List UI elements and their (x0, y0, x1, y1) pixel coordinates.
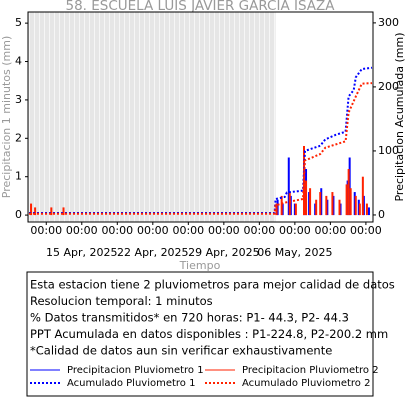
bar (276, 199, 279, 216)
bar (338, 199, 341, 216)
y-axis-label: Precipitacion 1 minutos (mm) (0, 36, 13, 198)
x-date-label: 22 Apr, 2025 (117, 246, 189, 259)
bar (357, 199, 360, 216)
bar (309, 188, 312, 216)
bar (308, 192, 311, 216)
info-lines: Esta estacion tiene 2 pluviometros para … (30, 278, 395, 358)
bar (280, 195, 283, 216)
cumulative-line (29, 66, 373, 214)
bar (287, 157, 290, 216)
bar (325, 195, 328, 216)
x-axis-label: Tiempo (179, 259, 221, 272)
y2-tick-label: 0 (378, 208, 385, 221)
legend-label: Acumulado Pluviometro 2 (242, 378, 370, 389)
x-tick-label: 00:00 (30, 224, 62, 237)
bar (288, 192, 291, 216)
chart-title: 58. ESCUELA LUIS JAVIER GARCIA ISAZA (65, 0, 335, 14)
info-frame (26, 271, 374, 397)
bar (361, 176, 364, 216)
info-line: % Datos transmitidos* en 720 horas: P1- … (30, 311, 349, 325)
info-line: PPT Acumulada en datos disponibles : P1-… (30, 327, 388, 341)
x-tick-label: 00:00 (279, 224, 311, 237)
cumulative-line (29, 82, 373, 215)
bar (362, 195, 365, 216)
bar (332, 195, 335, 216)
bar (331, 192, 334, 216)
y-tick-label: 0 (15, 208, 22, 221)
x-tick-label: 00:00 (244, 224, 276, 237)
x-tick-label: 00:00 (208, 224, 240, 237)
x-tick-label: 00:00 (101, 224, 133, 237)
x-tick-label: 00:00 (350, 224, 382, 237)
bar (34, 207, 37, 216)
legend-label: Acumulado Pluviometro 1 (67, 378, 195, 389)
bar (367, 207, 370, 216)
y-tick-label: 5 (15, 16, 22, 29)
y2-tick-label: 300 (378, 16, 399, 29)
no-data-region (28, 12, 276, 222)
y-tick-label: 2 (15, 131, 22, 144)
x-date-label: 29 Apr, 2025 (188, 246, 260, 259)
bar (345, 184, 348, 216)
y-tick-label: 3 (15, 93, 22, 106)
info-line: Resolucion temporal: 1 minutos (30, 294, 213, 308)
bar (62, 207, 65, 216)
x-tick-label: 00:00 (137, 224, 169, 237)
bar (294, 203, 297, 216)
bar (293, 203, 296, 216)
bar (30, 203, 33, 216)
bar (305, 180, 308, 216)
bar (320, 188, 323, 216)
info-box: Esta estacion tiene 2 pluviometros para … (26, 271, 395, 397)
y-tick-label: 4 (15, 55, 22, 68)
x-tick-label: 00:00 (66, 224, 98, 237)
bar (365, 203, 368, 216)
bar (349, 188, 352, 216)
bar (348, 157, 351, 216)
legend: Precipitacion Pluviometro 1 Precipitacion… (30, 365, 379, 389)
bar (354, 195, 357, 216)
bar (353, 192, 356, 216)
bar (347, 169, 350, 216)
x-date-label: 15 Apr, 2025 (46, 246, 118, 259)
info-line: Esta estacion tiene 2 pluviometros para … (30, 278, 395, 292)
bar (314, 203, 317, 216)
bar (50, 207, 53, 216)
bar (319, 192, 322, 216)
bar (275, 203, 278, 216)
bar (346, 180, 349, 216)
legend-label: Precipitacion Pluviometro 1 (67, 365, 204, 376)
y2-tick-label: 200 (378, 80, 399, 93)
x-tick-label: 00:00 (172, 224, 204, 237)
bar (281, 203, 284, 216)
bar (339, 203, 342, 216)
x-tick-label: 00:00 (315, 224, 347, 237)
y-tick-label: 1 (15, 170, 22, 183)
info-line: *Calidad de datos aun sin verificar exha… (30, 344, 332, 358)
legend-label: Precipitacion Pluviometro 2 (242, 365, 379, 376)
x-date-label: 06 May, 2025 (257, 246, 332, 259)
bar (289, 195, 292, 216)
y2-tick-label: 100 (378, 144, 399, 157)
bar (358, 203, 361, 216)
bar (315, 199, 318, 216)
y2-axis-label: Precipitacion Acumulada (mm) (393, 32, 406, 201)
plot-frame (27, 11, 374, 223)
bar (326, 199, 329, 216)
